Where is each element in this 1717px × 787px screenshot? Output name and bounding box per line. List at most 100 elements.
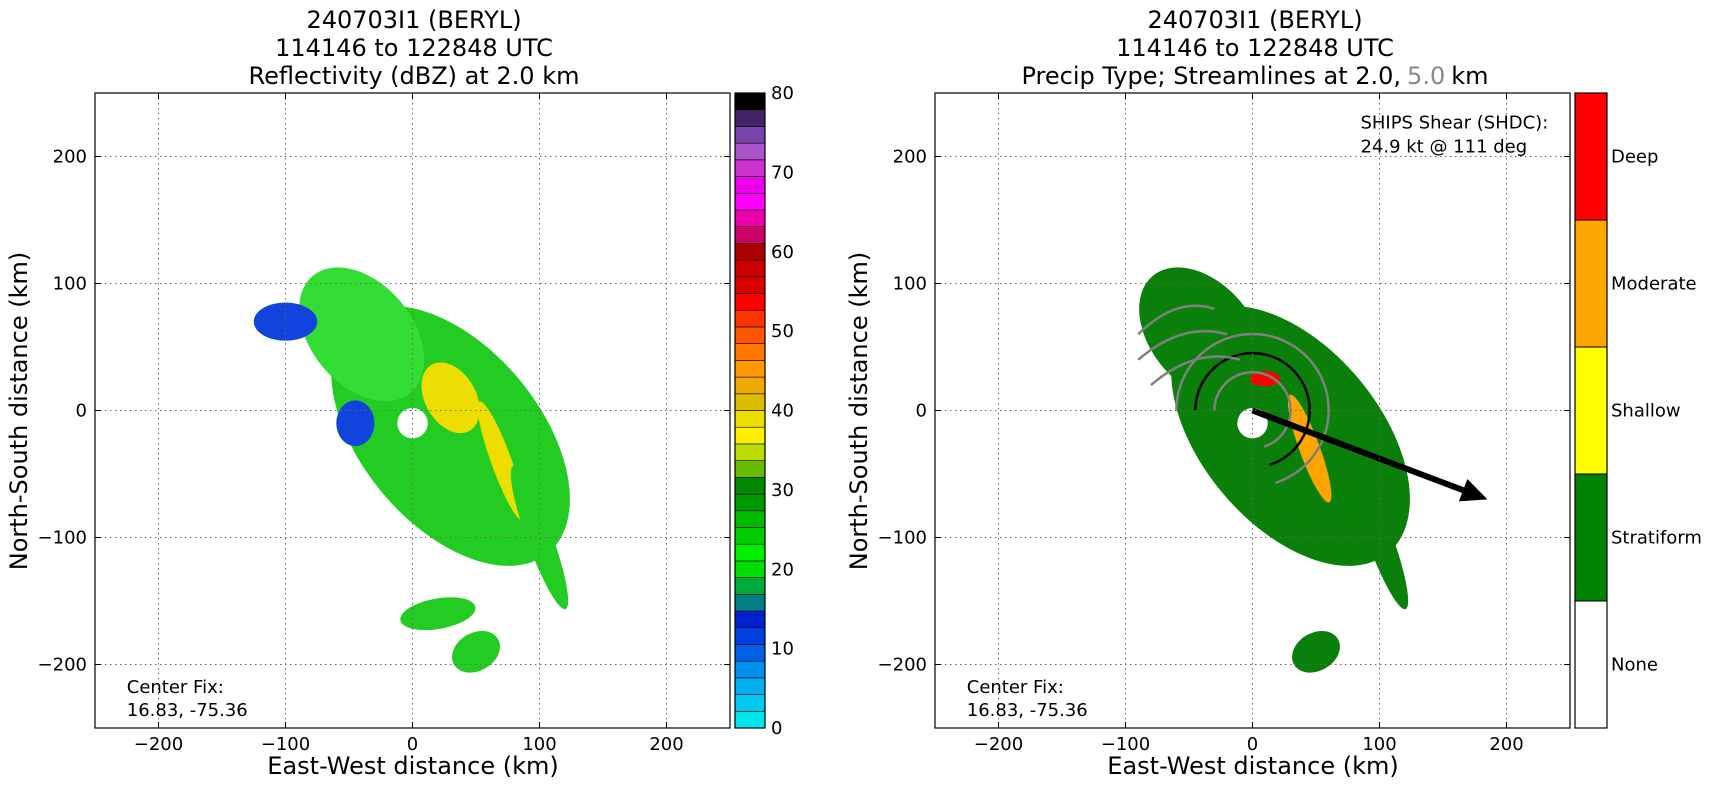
panel2-subtitle2-a: Precip Type; Streamlines at 2.0,: [1022, 62, 1402, 90]
panel2-ytick-label: −200: [878, 655, 927, 676]
panel2-streamline: [1137, 329, 1228, 361]
panel2-subtitle2-b: 5.0: [1407, 62, 1445, 90]
panel2-streamline: [1175, 332, 1330, 485]
colorbar-segment: [734, 594, 766, 612]
panel2-xtick-label: 0: [1247, 734, 1258, 755]
panel2-echo-region: [1139, 267, 1265, 402]
colorbar-segment: [734, 159, 766, 177]
colorbar-segment: [734, 577, 766, 595]
colorbar-segment: [734, 426, 766, 445]
colorbar-segment: [734, 477, 766, 495]
panel2-ytick-label: 0: [916, 401, 927, 422]
colorbar-category-label: Shallow: [1611, 401, 1681, 422]
panel1-data-layer: [253, 267, 570, 673]
panel2-ytick-label: 100: [893, 274, 927, 295]
colorbar-segment: [1574, 473, 1608, 602]
colorbar-segment: [734, 360, 766, 378]
shear-arrow-shaft: [1251, 407, 1465, 494]
colorbar-segment: [734, 543, 766, 562]
colorbar-segment: [734, 560, 766, 578]
colorbar-segment: [734, 243, 766, 261]
colorbar-segment: [734, 259, 766, 278]
colorbar-tick-label: 30: [771, 480, 794, 501]
panel2-streamline: [1194, 351, 1311, 466]
colorbar-segment: [734, 209, 766, 227]
colorbar-segment: [734, 644, 766, 662]
panel2-xtick-label: 200: [1489, 734, 1523, 755]
panel1-plot: −200 −100 0 100 200 −200 −100 0 100 200 Center Fix…: [38, 92, 731, 755]
panel1-ytick-label: −200: [38, 655, 87, 676]
panel2-ytick-label: 200: [893, 147, 927, 168]
panel2-subtitle2: Precip Type; Streamlines at 2.0, 5.0 km: [1022, 62, 1489, 90]
colorbar-segment: [734, 627, 766, 645]
shear-value: 24.9 kt @ 111 deg: [1360, 137, 1527, 158]
panel2-echo-region: [1287, 394, 1332, 503]
colorbar-segment: [734, 393, 766, 411]
colorbar-segment: [734, 192, 766, 211]
colorbar-category-label: Deep: [1611, 147, 1658, 168]
panel2-streamline: [1150, 355, 1241, 387]
colorbar-segment: [734, 309, 766, 328]
colorbar-segment: [734, 343, 766, 361]
panel1-colorbar: 0 10 20 30 40 50 60 70 80: [734, 83, 794, 739]
colorbar-tick-label: 20: [771, 559, 794, 580]
panel1-title: 240703I1 (BERYL): [306, 6, 521, 34]
panel2-echo-region: [1249, 371, 1281, 387]
colorbar-tick-label: 0: [771, 718, 782, 739]
panel1-echo-region: [510, 465, 569, 610]
colorbar-category-label: Stratiform: [1611, 528, 1702, 549]
colorbar-tick-label: 40: [771, 401, 794, 422]
colorbar-frame: [734, 92, 766, 729]
panel1-echo-region: [299, 267, 425, 402]
colorbar-segment: [734, 176, 766, 194]
panel1-center-fix-label: Center Fix:: [127, 677, 224, 698]
panel2-ytick-label: −100: [878, 528, 927, 549]
panel1-echo-region: [336, 400, 375, 447]
panel1-echo-region: [421, 362, 480, 434]
panel1-subtitle2: Reflectivity (dBZ) at 2.0 km: [249, 62, 580, 90]
panel2-xtick-label: −200: [974, 734, 1023, 755]
panel1-echo-region: [400, 597, 476, 631]
panel1-xtick-label: −200: [134, 734, 183, 755]
panel1-echo-region: [253, 302, 318, 341]
panel1-xtick-label: 100: [522, 734, 556, 755]
colorbar-segment: [734, 694, 766, 712]
colorbar-segment: [734, 443, 766, 461]
panel2-echo-region: [1292, 630, 1340, 673]
colorbar-segment: [734, 376, 766, 395]
colorbar-frame: [1574, 92, 1608, 729]
colorbar-tick-label: 60: [771, 242, 794, 263]
colorbar-segment: [734, 410, 766, 428]
panel1-subtitle: 114146 to 122848 UTC: [275, 34, 553, 62]
colorbar-segment: [1574, 600, 1608, 729]
colorbar-segment: [734, 276, 766, 294]
panel1-ytick-label: 200: [53, 147, 87, 168]
panel2-colorbar: None Stratiform Shallow Moderate Deep: [1574, 92, 1702, 729]
shear-arrow-head: [1458, 478, 1488, 502]
panel1-center-fix-value: 16.83, -75.36: [127, 700, 248, 721]
colorbar-tick-label: 80: [771, 83, 794, 104]
panel2-xtick-label: 100: [1362, 734, 1396, 755]
panel2-plot: −200 −100 0 100 200 −200 −100 0 100 200 Center Fix…: [878, 92, 1571, 755]
colorbar-segment: [734, 710, 766, 729]
panel2-streamline: [1213, 371, 1292, 448]
colorbar-segment: [734, 493, 766, 512]
colorbar-category-label: Moderate: [1611, 274, 1697, 295]
panel1-xtick-label: 0: [407, 734, 418, 755]
colorbar-segment: [734, 660, 766, 679]
panel2-echo-region: [1350, 465, 1409, 610]
panel2-ylabel: North-South distance (km): [845, 252, 873, 571]
panel2-streamline: [1137, 304, 1215, 336]
panel1-ylabel: North-South distance (km): [5, 252, 33, 571]
colorbar-segment: [734, 677, 766, 695]
colorbar-segment: [734, 226, 766, 244]
panel2-xlabel: East-West distance (km): [1107, 752, 1398, 780]
panel1-echo-region: [452, 630, 500, 673]
colorbar-segment: [734, 92, 766, 111]
panel2-xtick-label: −100: [1101, 734, 1150, 755]
colorbar-segment: [1574, 346, 1608, 475]
panel1-xlabel: East-West distance (km): [267, 752, 558, 780]
colorbar-category-label: None: [1611, 655, 1658, 676]
panel1-ytick-label: 100: [53, 274, 87, 295]
